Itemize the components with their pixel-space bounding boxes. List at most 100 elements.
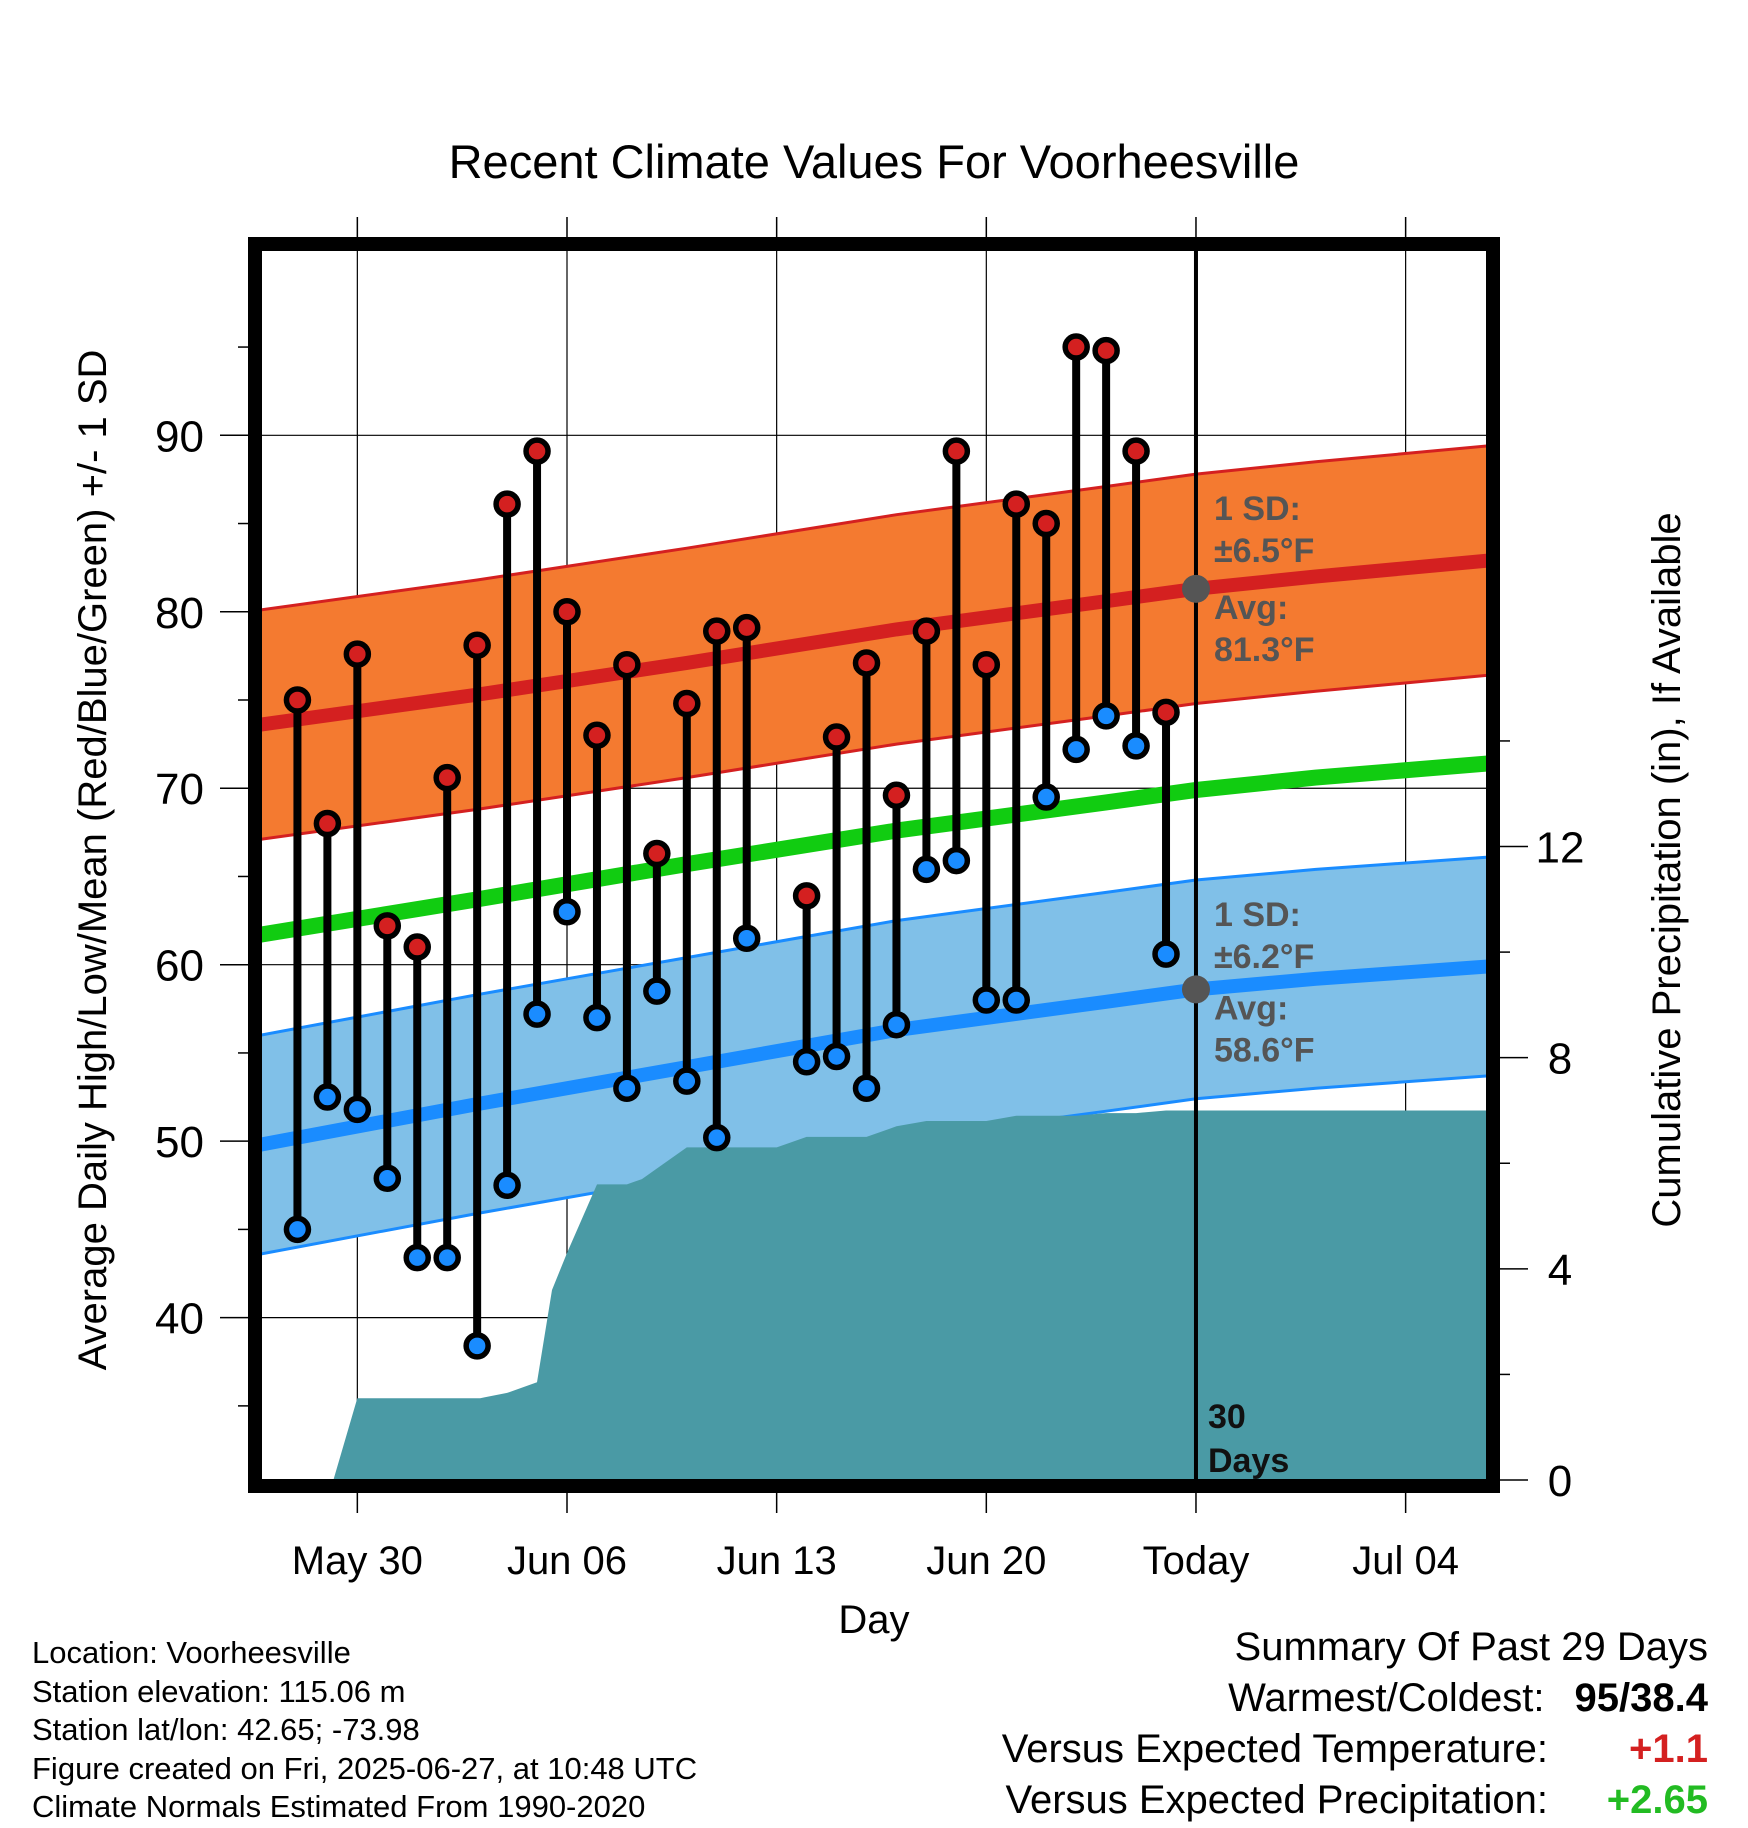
daily-low-point <box>972 986 1001 1014</box>
daily-high-point <box>703 617 731 645</box>
daily-high-point <box>373 912 402 940</box>
daily-low-point <box>1092 702 1120 730</box>
daily-low-point <box>792 1048 821 1076</box>
daily-low-point <box>523 1000 551 1028</box>
high-avg-value: 81.3°F <box>1214 631 1315 669</box>
daily-high-point <box>1062 333 1090 361</box>
daily-low-point <box>343 1095 372 1124</box>
daily-high-point <box>822 723 851 751</box>
daily-low-point <box>673 1067 701 1095</box>
x-tick-label: Jun 20 <box>926 1539 1046 1583</box>
high-avg-label: Avg: <box>1214 589 1288 627</box>
warm-cold-value: 95/38.4 <box>1575 1673 1708 1724</box>
daily-high-point <box>343 640 372 668</box>
y2-tick-label: 0 <box>1548 1457 1572 1506</box>
daily-low-point <box>583 1003 611 1032</box>
high-band-upper <box>260 444 1488 612</box>
daily-high-point <box>403 933 431 961</box>
daily-high-point <box>1152 698 1180 727</box>
daily-high-point <box>852 649 881 677</box>
daily-low-point <box>613 1074 641 1102</box>
low-avg-value: 58.6°F <box>1214 1031 1315 1069</box>
warm-cold-slash: / <box>1619 1676 1631 1720</box>
low-sd-value: ±6.2°F <box>1214 938 1314 976</box>
temp-row: Versus Expected Temperature: +1.1 <box>1002 1724 1708 1775</box>
precip-row: Versus Expected Precipitation: +2.65 <box>1002 1775 1708 1826</box>
x-tick-label: Jun 06 <box>507 1539 627 1583</box>
daily-low-point <box>1002 986 1031 1014</box>
daily-high-point <box>313 809 342 838</box>
elevation-text: Station elevation: 115.06 m <box>32 1673 406 1709</box>
y-tick-label: 40 <box>155 1295 204 1344</box>
daily-high-point <box>613 650 641 679</box>
coldest-value: 38.4 <box>1630 1676 1708 1720</box>
daily-high-point <box>463 631 491 660</box>
y2-tick-label: 12 <box>1536 824 1585 873</box>
daily-low-point <box>942 846 971 875</box>
daily-high-point <box>583 721 611 750</box>
plot-content: 1 SD: ±6.5°F Avg: 81.3°F 1 SD: ±6.2°F Avg: 58.6… <box>260 250 1488 1480</box>
daily-low-point <box>732 924 761 952</box>
daily-high-point <box>942 437 971 465</box>
daily-low-point <box>373 1164 402 1192</box>
low-normal-line <box>260 959 1488 1152</box>
axes: May 30 Jun 06 Jun 13 Jun 20 Today Jul 0440506… <box>155 217 1584 1583</box>
daily-low-point <box>703 1123 731 1152</box>
x-tick-label: Jul 04 <box>1352 1539 1459 1583</box>
daily-high-point <box>673 689 701 718</box>
precipitation-area <box>333 1110 1488 1480</box>
high-band-lower <box>260 673 1488 841</box>
plot-area: 1 SD: ±6.5°F Avg: 81.3°F 1 SD: ±6.2°F Avg: 58.6… <box>260 250 1488 1480</box>
daily-low-point <box>912 855 941 884</box>
daily-high-point <box>553 598 581 626</box>
daily-high-point <box>972 650 1001 679</box>
warm-cold-label: Warmest/Coldest: <box>1228 1676 1545 1720</box>
low-avg-label: Avg: <box>1214 989 1288 1027</box>
daily-low-point <box>1152 940 1180 968</box>
daily-low-point <box>882 1010 911 1039</box>
temp-value: +1.1 <box>1629 1727 1708 1771</box>
daily-high-point <box>1092 336 1120 365</box>
latlon-text: Station lat/lon: 42.65; -73.98 <box>32 1712 420 1747</box>
chart-title: Recent Climate Values For Voorheesville <box>449 135 1300 188</box>
daily-low-point <box>822 1042 851 1071</box>
daily-high-point <box>523 437 551 465</box>
y-tick-label: 50 <box>155 1118 204 1167</box>
high-avg-marker <box>1181 574 1210 603</box>
y-tick-label: 80 <box>155 589 204 638</box>
station-info: Location: Voorheesville Station elevatio… <box>32 1634 697 1827</box>
today-days-word: Days <box>1208 1442 1289 1480</box>
daily-high-point <box>912 617 941 645</box>
daily-high-point <box>1032 509 1060 538</box>
normals-text: Climate Normals Estimated From 1990-2020 <box>32 1789 646 1824</box>
daily-low-point <box>313 1083 342 1111</box>
daily-low-point <box>493 1171 521 1200</box>
location-text: Location: Voorheesville <box>32 1635 351 1670</box>
today-days-number: 30 <box>1208 1398 1246 1436</box>
daily-high-point <box>882 781 911 810</box>
high-sd-value: ±6.5°F <box>1214 532 1314 570</box>
mean-normal-line <box>260 755 1488 943</box>
x-axis-label: Day <box>838 1598 909 1642</box>
y-axis-label: Average Daily High/Low/Mean (Red/Blue/Gr… <box>71 350 115 1371</box>
daily-low-point <box>643 977 671 1005</box>
high-sd-label: 1 SD: <box>1214 490 1301 528</box>
x-tick-label: Jun 13 <box>717 1539 837 1583</box>
summary-panel: Summary Of Past 29 Days Warmest/Coldest:… <box>1002 1622 1708 1826</box>
x-tick-label: Today <box>1143 1539 1250 1583</box>
y2-tick-label: 4 <box>1548 1246 1572 1295</box>
y-tick-label: 90 <box>155 412 204 461</box>
warm-cold-row: Warmest/Coldest: 95/38.4 <box>1002 1673 1708 1724</box>
y-tick-label: 70 <box>155 765 204 814</box>
daily-low-point <box>463 1332 491 1360</box>
daily-high-point <box>1002 490 1031 518</box>
daily-high-point <box>732 613 761 642</box>
daily-low-point <box>553 898 581 926</box>
y2-tick-label: 8 <box>1548 1035 1572 1084</box>
plot-frame <box>248 237 1500 1493</box>
precip-value: +2.65 <box>1606 1778 1708 1822</box>
low-sd-label: 1 SD: <box>1214 896 1301 934</box>
daily-low-point <box>433 1243 461 1272</box>
daily-low-point <box>403 1243 431 1272</box>
